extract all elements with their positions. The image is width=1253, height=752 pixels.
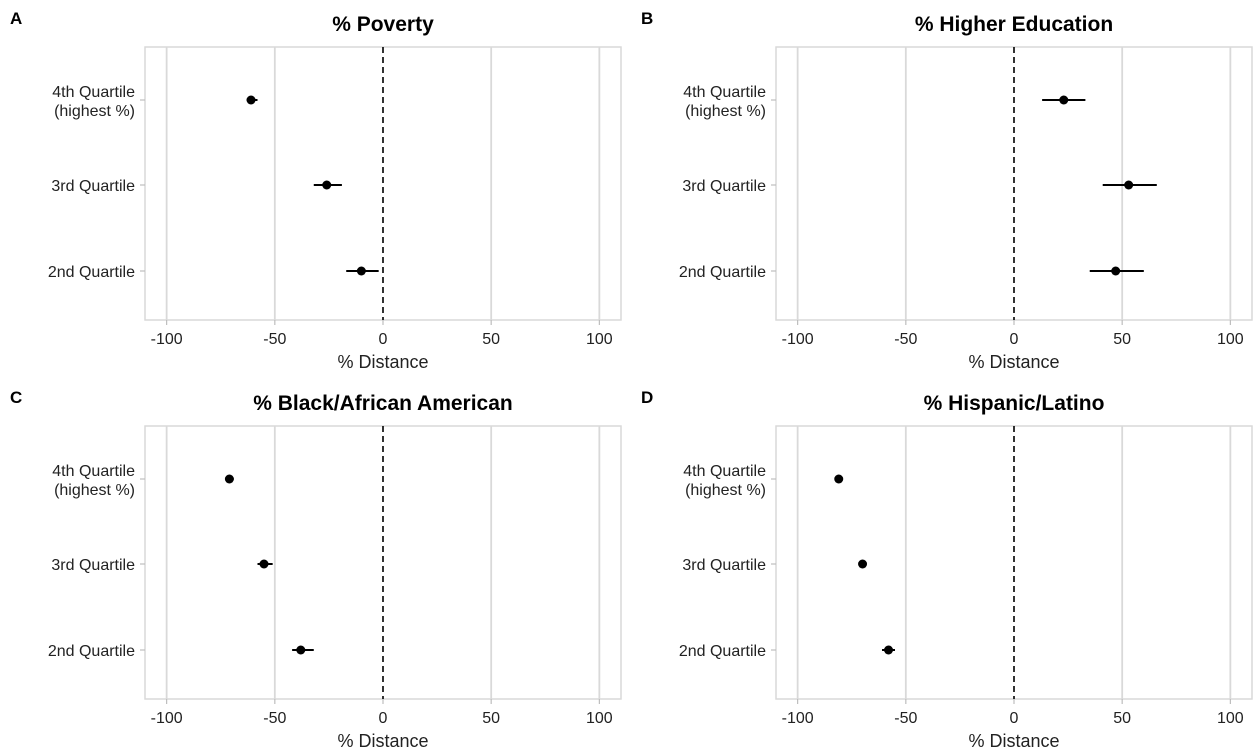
- x-tick-label: 50: [1113, 331, 1131, 348]
- point-estimate: [1059, 95, 1069, 105]
- x-axis-label: % Distance: [337, 731, 428, 751]
- x-tick-label: 0: [1010, 331, 1019, 348]
- point-estimate: [246, 95, 256, 105]
- x-tick-label: -100: [151, 710, 183, 727]
- point-estimate: [296, 645, 306, 655]
- plot-area: -100 -50 0 50 100 4th Quartile (highest %) 3rd …: [48, 425, 622, 727]
- y-tick-label: 2nd Quartile: [679, 643, 766, 660]
- x-tick-label: -100: [782, 331, 814, 348]
- x-tick-label: 0: [379, 331, 388, 348]
- panel-letter: A: [10, 9, 22, 28]
- plot-area: -100 -50 0 50 100 4th Quartile (highest %) 3rd …: [48, 46, 622, 348]
- y-tick-label: 3rd Quartile: [51, 557, 135, 574]
- y-tick-label: 4th Quartile (highest %): [683, 84, 766, 120]
- y-tick-label: 3rd Quartile: [682, 557, 766, 574]
- panel-a: A % Poverty -100 -50 0 50 100 4th Quartile (hi…: [10, 9, 622, 372]
- x-tick-label: 100: [586, 710, 613, 727]
- point-estimate: [224, 474, 234, 484]
- panel-title: % Black/African American: [253, 392, 513, 415]
- x-tick-label: 0: [379, 710, 388, 727]
- y-tick-label: 2nd Quartile: [48, 643, 135, 660]
- panel-d: D % Hispanic/Latino -100 -50 0 50 100 4th Qua…: [641, 388, 1253, 751]
- plot-area: -100 -50 0 50 100 4th Quartile (highest %) 3rd …: [679, 46, 1253, 348]
- x-tick-label: -100: [782, 710, 814, 727]
- x-tick-label: -50: [263, 710, 286, 727]
- point-estimate: [1124, 180, 1134, 190]
- x-tick-label: -50: [894, 710, 917, 727]
- x-tick-label: 100: [1217, 710, 1244, 727]
- y-tick-label: 2nd Quartile: [48, 264, 135, 281]
- x-tick-label: -100: [151, 331, 183, 348]
- y-tick-label: 4th Quartile (highest %): [683, 463, 766, 499]
- x-tick-label: 100: [586, 331, 613, 348]
- plot-area: -100 -50 0 50 100 4th Quartile (highest %) 3rd …: [679, 425, 1253, 727]
- x-tick-label: 0: [1010, 710, 1019, 727]
- x-axis-label: % Distance: [337, 352, 428, 372]
- point-estimate: [884, 645, 894, 655]
- x-axis-label: % Distance: [968, 352, 1059, 372]
- point-estimate: [356, 266, 366, 276]
- point-estimate: [1111, 266, 1121, 276]
- panel-b: B % Higher Education -100 -50 0 50 100 4th Qu…: [641, 9, 1253, 372]
- panel-title: % Poverty: [332, 13, 434, 36]
- y-tick-label: 4th Quartile (highest %): [52, 84, 135, 120]
- x-tick-label: 50: [482, 331, 500, 348]
- point-estimate: [259, 559, 269, 569]
- y-tick-label: 4th Quartile (highest %): [52, 463, 135, 499]
- x-tick-label: 50: [1113, 710, 1131, 727]
- x-tick-label: 100: [1217, 331, 1244, 348]
- y-tick-label: 3rd Quartile: [682, 178, 766, 195]
- y-tick-label: 2nd Quartile: [679, 264, 766, 281]
- panel-letter: C: [10, 388, 22, 407]
- x-tick-label: 50: [482, 710, 500, 727]
- panel-letter: D: [641, 388, 653, 407]
- y-tick-label: 3rd Quartile: [51, 178, 135, 195]
- point-estimate: [322, 180, 332, 190]
- x-tick-label: -50: [263, 331, 286, 348]
- point-estimate: [858, 559, 868, 569]
- panel-letter: B: [641, 9, 653, 28]
- point-estimate: [834, 474, 844, 484]
- x-axis-label: % Distance: [968, 731, 1059, 751]
- panel-title: % Hispanic/Latino: [924, 392, 1105, 415]
- panel-title: % Higher Education: [915, 13, 1113, 36]
- x-tick-label: -50: [894, 331, 917, 348]
- panel-c: C % Black/African American -100 -50 0 50 100…: [10, 388, 622, 751]
